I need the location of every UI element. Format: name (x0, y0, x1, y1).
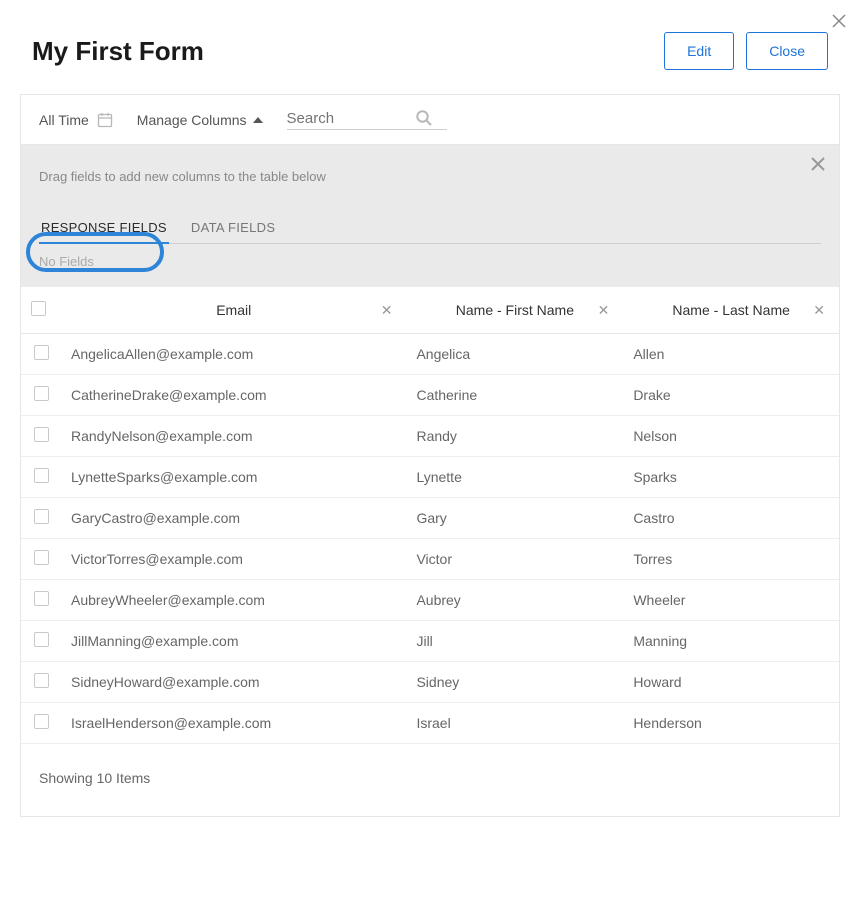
edit-button[interactable]: Edit (664, 32, 734, 70)
close-icon[interactable] (832, 14, 846, 28)
table-row[interactable]: JillManning@example.comJillManning (21, 621, 839, 662)
data-table: Email✕Name - First Name✕Name - Last Name… (21, 287, 839, 744)
manage-columns-label: Manage Columns (137, 112, 247, 128)
cell-last: Manning (623, 621, 839, 662)
cell-first: Victor (406, 539, 623, 580)
table-row[interactable]: LynetteSparks@example.comLynetteSparks (21, 457, 839, 498)
row-select-cell (21, 662, 61, 703)
page-title: My First Form (32, 36, 204, 67)
cell-last: Howard (623, 662, 839, 703)
showing-count: Showing 10 Items (39, 770, 150, 786)
row-select-cell (21, 375, 61, 416)
caret-up-icon (253, 117, 263, 123)
cell-email: SidneyHoward@example.com (61, 662, 406, 703)
cell-first: Israel (406, 703, 623, 744)
row-checkbox[interactable] (34, 632, 49, 647)
row-select-cell (21, 703, 61, 744)
time-filter-label: All Time (39, 112, 89, 128)
column-header-first: Name - First Name ✕ (406, 287, 623, 334)
panel: All Time Manage Columns Drag field (20, 94, 840, 817)
table-row[interactable]: RandyNelson@example.comRandyNelson (21, 416, 839, 457)
row-select-cell (21, 457, 61, 498)
cell-email: GaryCastro@example.com (61, 498, 406, 539)
row-select-cell (21, 416, 61, 457)
cell-email: IsraelHenderson@example.com (61, 703, 406, 744)
cell-first: Jill (406, 621, 623, 662)
remove-column-icon[interactable]: ✕ (813, 302, 825, 319)
table-row[interactable]: AngelicaAllen@example.comAngelicaAllen (21, 334, 839, 375)
calendar-icon (97, 112, 113, 128)
cell-first: Gary (406, 498, 623, 539)
cell-last: Allen (623, 334, 839, 375)
search-field[interactable] (287, 109, 447, 130)
table-row[interactable]: AubreyWheeler@example.comAubreyWheeler (21, 580, 839, 621)
cell-last: Drake (623, 375, 839, 416)
cell-email: CatherineDrake@example.com (61, 375, 406, 416)
manage-columns-panel: Drag fields to add new columns to the ta… (21, 145, 839, 287)
toolbar: All Time Manage Columns (21, 95, 839, 145)
remove-column-icon[interactable]: ✕ (381, 302, 393, 319)
cell-email: AubreyWheeler@example.com (61, 580, 406, 621)
column-header-email: Email ✕ (61, 287, 406, 334)
row-checkbox[interactable] (34, 714, 49, 729)
cell-email: VictorTorres@example.com (61, 539, 406, 580)
tab-response-fields[interactable]: RESPONSE FIELDS (39, 214, 169, 243)
cell-first: Catherine (406, 375, 623, 416)
cell-last: Wheeler (623, 580, 839, 621)
row-checkbox[interactable] (34, 345, 49, 360)
row-checkbox[interactable] (34, 509, 49, 524)
column-label: Name - First Name (456, 302, 574, 318)
cell-last: Castro (623, 498, 839, 539)
row-checkbox[interactable] (34, 468, 49, 483)
row-checkbox[interactable] (34, 550, 49, 565)
cell-first: Sidney (406, 662, 623, 703)
field-tabs: RESPONSE FIELDS DATA FIELDS (39, 214, 821, 244)
cell-first: Aubrey (406, 580, 623, 621)
header: My First Form Edit Close (0, 0, 860, 94)
row-checkbox[interactable] (34, 427, 49, 442)
row-select-cell (21, 580, 61, 621)
cell-email: RandyNelson@example.com (61, 416, 406, 457)
row-select-cell (21, 539, 61, 580)
cell-first: Angelica (406, 334, 623, 375)
row-select-cell (21, 621, 61, 662)
table-row[interactable]: GaryCastro@example.comGaryCastro (21, 498, 839, 539)
tab-data-fields[interactable]: DATA FIELDS (189, 214, 277, 243)
row-checkbox[interactable] (34, 673, 49, 688)
cell-email: JillManning@example.com (61, 621, 406, 662)
cell-last: Sparks (623, 457, 839, 498)
cell-first: Lynette (406, 457, 623, 498)
table-row[interactable]: IsraelHenderson@example.comIsraelHenders… (21, 703, 839, 744)
cell-last: Henderson (623, 703, 839, 744)
search-input[interactable] (287, 110, 407, 127)
cell-first: Randy (406, 416, 623, 457)
header-buttons: Edit Close (664, 32, 828, 70)
remove-column-icon[interactable]: ✕ (598, 302, 610, 319)
row-select-cell (21, 498, 61, 539)
cell-last: Torres (623, 539, 839, 580)
row-select-cell (21, 334, 61, 375)
cell-email: AngelicaAllen@example.com (61, 334, 406, 375)
panel-close-icon[interactable] (811, 157, 825, 171)
table-row[interactable]: CatherineDrake@example.comCatherineDrake (21, 375, 839, 416)
row-checkbox[interactable] (34, 591, 49, 606)
table-row[interactable]: SidneyHoward@example.comSidneyHoward (21, 662, 839, 703)
close-button[interactable]: Close (746, 32, 828, 70)
modal: My First Form Edit Close All Time Manage… (0, 0, 860, 817)
cell-last: Nelson (623, 416, 839, 457)
select-all-checkbox[interactable] (31, 301, 46, 316)
time-filter[interactable]: All Time (39, 112, 113, 128)
column-label: Email (216, 302, 251, 318)
cell-email: LynetteSparks@example.com (61, 457, 406, 498)
column-header-last: Name - Last Name ✕ (623, 287, 839, 334)
search-icon (415, 109, 433, 127)
manage-columns[interactable]: Manage Columns (137, 112, 263, 128)
table-row[interactable]: VictorTorres@example.comVictorTorres (21, 539, 839, 580)
table-footer: Showing 10 Items (21, 744, 839, 816)
drag-hint: Drag fields to add new columns to the ta… (39, 169, 821, 184)
row-checkbox[interactable] (34, 386, 49, 401)
select-all-header (21, 287, 61, 334)
no-fields-text: No Fields (39, 244, 821, 287)
column-label: Name - Last Name (672, 302, 789, 318)
